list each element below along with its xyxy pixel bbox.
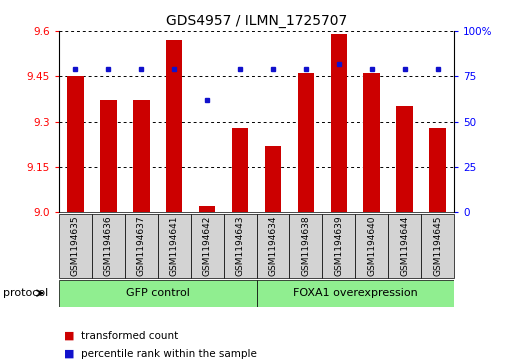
Bar xyxy=(100,101,116,212)
Bar xyxy=(125,214,158,278)
Text: GSM1194641: GSM1194641 xyxy=(170,216,179,276)
Text: ■: ■ xyxy=(64,349,74,359)
Text: percentile rank within the sample: percentile rank within the sample xyxy=(81,349,256,359)
Text: GSM1194637: GSM1194637 xyxy=(137,216,146,276)
Bar xyxy=(421,214,454,278)
Bar xyxy=(158,214,191,278)
Bar xyxy=(191,214,224,278)
Text: GSM1194639: GSM1194639 xyxy=(334,216,343,276)
Bar xyxy=(364,73,380,212)
Bar xyxy=(133,101,149,212)
Text: GSM1194638: GSM1194638 xyxy=(301,216,310,276)
Bar xyxy=(224,214,256,278)
Text: GFP control: GFP control xyxy=(126,288,190,298)
Text: GSM1194636: GSM1194636 xyxy=(104,216,113,276)
Bar xyxy=(298,73,314,212)
Bar xyxy=(59,214,92,278)
Bar xyxy=(289,214,322,278)
Bar xyxy=(67,76,84,212)
Text: GSM1194645: GSM1194645 xyxy=(433,216,442,276)
Text: GSM1194643: GSM1194643 xyxy=(235,216,245,276)
Text: FOXA1 overexpression: FOXA1 overexpression xyxy=(293,288,418,298)
Text: GSM1194642: GSM1194642 xyxy=(203,216,212,276)
Text: GSM1194635: GSM1194635 xyxy=(71,216,80,276)
Bar xyxy=(256,214,289,278)
Text: transformed count: transformed count xyxy=(81,331,178,341)
Bar xyxy=(59,280,256,307)
Bar xyxy=(355,214,388,278)
Bar xyxy=(330,34,347,212)
Text: protocol: protocol xyxy=(3,288,48,298)
Bar xyxy=(199,206,215,212)
Bar xyxy=(92,214,125,278)
Text: GSM1194640: GSM1194640 xyxy=(367,216,376,276)
Text: GSM1194644: GSM1194644 xyxy=(400,216,409,276)
Bar xyxy=(265,146,281,212)
Text: GSM1194634: GSM1194634 xyxy=(268,216,278,276)
Bar xyxy=(256,280,454,307)
Bar xyxy=(388,214,421,278)
Bar xyxy=(166,40,183,212)
Bar xyxy=(429,128,446,212)
Bar xyxy=(397,106,413,212)
Bar xyxy=(322,214,355,278)
Title: GDS4957 / ILMN_1725707: GDS4957 / ILMN_1725707 xyxy=(166,15,347,28)
Bar xyxy=(232,128,248,212)
Text: ■: ■ xyxy=(64,331,74,341)
